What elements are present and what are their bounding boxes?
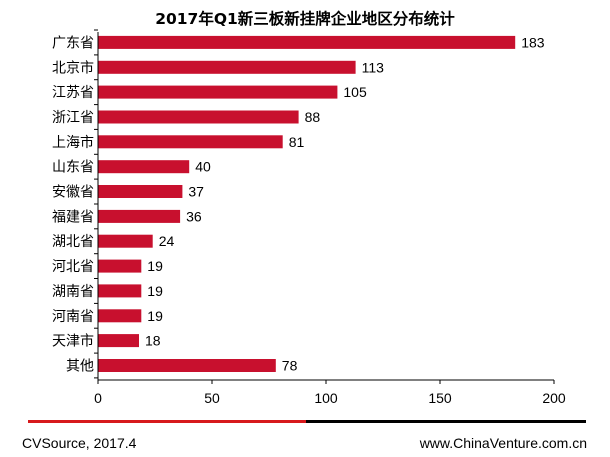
bar [98, 185, 183, 198]
bar [98, 359, 276, 372]
value-label: 40 [195, 159, 211, 175]
category-label: 河南省 [52, 309, 94, 325]
rule-black-segment [306, 420, 586, 423]
value-label: 81 [289, 134, 305, 150]
category-label: 湖南省 [52, 284, 94, 300]
category-label: 上海市 [52, 134, 94, 151]
value-label: 19 [147, 283, 163, 299]
bar [98, 284, 142, 298]
category-label: 其他 [66, 359, 94, 375]
chart-title: 2017年Q1新三板新挂牌企业地区分布统计 [155, 9, 455, 28]
footer-rule [28, 420, 586, 423]
bar [98, 234, 153, 248]
bar [98, 35, 516, 49]
x-tick-label: 100 [314, 390, 338, 406]
bar [98, 334, 139, 348]
value-label: 183 [521, 34, 545, 50]
bar [98, 85, 338, 99]
category-label: 福建省 [52, 209, 94, 225]
bar [98, 110, 299, 124]
value-label: 19 [147, 308, 163, 324]
bar [98, 60, 356, 74]
website-note: www.ChinaVenture.com.cn [419, 435, 587, 451]
rule-red-segment [28, 420, 306, 423]
category-label: 广东省 [52, 35, 94, 51]
category-label: 北京市 [52, 59, 94, 76]
bar [98, 259, 142, 273]
value-label: 88 [305, 109, 321, 125]
source-note: CVSource, 2017.4 [22, 435, 137, 451]
x-tick-label: 50 [204, 390, 220, 406]
value-label: 18 [145, 333, 161, 349]
category-label: 河北省 [52, 259, 94, 275]
axes-group: 0 50 100 150 200 [94, 29, 566, 406]
x-tick-label: 150 [428, 390, 452, 406]
value-label: 36 [186, 208, 202, 224]
bar [98, 209, 181, 223]
value-label: 105 [343, 84, 367, 100]
x-tick-label: 0 [94, 390, 102, 406]
value-label: 24 [159, 233, 175, 249]
x-tick-label: 200 [542, 390, 566, 406]
bar [98, 160, 190, 174]
bars-group: 广东省 183 北京市 113 江苏省 105 浙江省 88 上海市 81 山东省 40 安徽省 37 福建… [52, 34, 545, 374]
value-label: 19 [147, 258, 163, 274]
value-label: 37 [188, 184, 204, 200]
value-label: 78 [282, 358, 298, 374]
category-label: 安徽省 [52, 185, 94, 201]
bar [98, 135, 283, 149]
category-label: 山东省 [52, 160, 94, 176]
category-label: 湖北省 [52, 234, 94, 250]
category-label: 江苏省 [52, 85, 94, 101]
category-label: 天津市 [52, 333, 94, 350]
value-label: 113 [362, 59, 385, 75]
bar [98, 309, 142, 323]
category-label: 浙江省 [52, 110, 94, 126]
